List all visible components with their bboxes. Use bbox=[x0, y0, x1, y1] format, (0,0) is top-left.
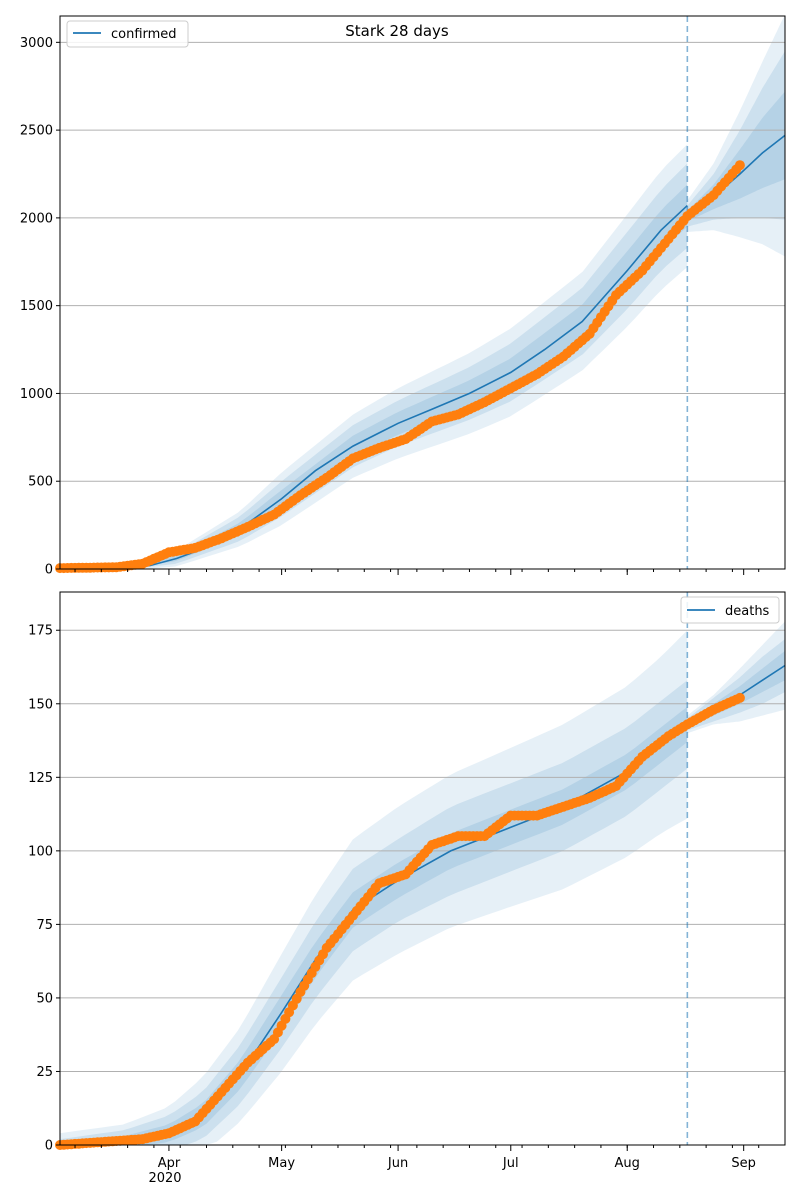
deaths-legend-label: deaths bbox=[725, 604, 770, 619]
confirmed-fit-band-3 bbox=[60, 144, 688, 569]
x-tick-label: Apr bbox=[158, 1156, 181, 1171]
deaths-observed-points bbox=[55, 692, 745, 1150]
confirmed-gridlines bbox=[60, 41, 785, 570]
deaths-y-tick-label: 0 bbox=[45, 1139, 53, 1154]
deaths-y-tick-label: 175 bbox=[28, 624, 53, 639]
deaths-y-tick-label: 150 bbox=[28, 697, 53, 712]
confirmed-axes-frame bbox=[59, 15, 786, 570]
deaths-y-tick-label: 125 bbox=[28, 771, 53, 786]
confirmed-observed-point bbox=[734, 160, 745, 171]
confirmed-uncertainty-bands bbox=[60, 16, 785, 569]
confirmed-forecast-band-2 bbox=[687, 51, 785, 227]
confirmed-panel: 0 500 1000 1500 2000 2500 3000 Stark 28 days c… bbox=[20, 15, 786, 578]
confirmed-fit-band-2 bbox=[60, 163, 688, 569]
confirmed-y-tick-label: 500 bbox=[28, 475, 53, 490]
x-year-label: 2020 bbox=[148, 1171, 181, 1186]
confirmed-fit-line bbox=[59, 205, 688, 570]
chart-title: Stark 28 days bbox=[345, 22, 449, 40]
confirmed-legend-box bbox=[66, 20, 189, 48]
deaths-y-tick-label: 50 bbox=[36, 991, 53, 1006]
confirmed-y-tick-label: 1500 bbox=[20, 299, 53, 314]
deaths-y-tick-label: 25 bbox=[36, 1065, 53, 1080]
confirmed-y-tick-label: 0 bbox=[45, 563, 53, 578]
deaths-legend-box bbox=[680, 596, 780, 624]
confirmed-forecast-band-1 bbox=[687, 91, 785, 222]
confirmed-observed-points bbox=[55, 160, 745, 574]
confirmed-y-tick-label: 3000 bbox=[20, 36, 53, 51]
deaths-legend: deaths bbox=[680, 596, 780, 624]
confirmed-lines bbox=[59, 16, 786, 570]
deaths-y-ticks: 0 25 50 75 100 125 150 175 bbox=[28, 624, 60, 1154]
confirmed-x-ticks bbox=[74, 569, 760, 575]
deaths-y-tick-label: 100 bbox=[28, 844, 53, 859]
confirmed-y-tick-label: 2000 bbox=[20, 211, 53, 226]
deaths-x-ticks: Apr May Jun Jul Aug Sep bbox=[74, 1145, 760, 1171]
x-tick-label: Aug bbox=[615, 1156, 640, 1171]
x-tick-label: Jul bbox=[502, 1156, 519, 1171]
confirmed-y-ticks: 0 500 1000 1500 2000 2500 3000 bbox=[20, 36, 60, 578]
confirmed-y-tick-label: 1000 bbox=[20, 387, 53, 402]
x-tick-label: May bbox=[268, 1156, 295, 1171]
confirmed-legend-label: confirmed bbox=[111, 27, 177, 42]
deaths-panel: 0 25 50 75 100 125 150 175 Apr May Jun Jul Aug Sep 2… bbox=[28, 591, 786, 1186]
deaths-axes-frame bbox=[59, 591, 786, 1146]
deaths-fit-band-2 bbox=[60, 680, 688, 1145]
confirmed-legend: confirmed bbox=[66, 20, 189, 48]
deaths-uncertainty-bands bbox=[60, 621, 785, 1145]
confirmed-fit-band-1 bbox=[60, 184, 688, 569]
deaths-y-tick-label: 75 bbox=[36, 918, 53, 933]
confirmed-y-tick-label: 2500 bbox=[20, 124, 53, 139]
deaths-observed-point bbox=[734, 692, 745, 703]
x-tick-label: Sep bbox=[731, 1156, 756, 1171]
x-tick-label: Jun bbox=[387, 1156, 408, 1171]
